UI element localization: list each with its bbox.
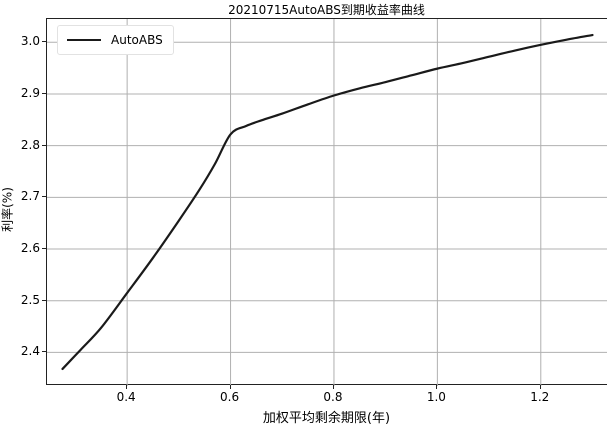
x-axis-label: 加权平均剩余期限(年): [262, 411, 391, 426]
chart-legend[interactable]: AutoABS: [57, 25, 174, 55]
y-tick-mark: [42, 92, 46, 94]
y-tick-label: 2.5: [20, 292, 40, 307]
x-tick-mark: [332, 385, 334, 389]
legend-line-swatch: [67, 39, 101, 41]
y-tick-label: 2.9: [20, 85, 40, 100]
y-tick-mark: [42, 41, 46, 43]
grid-lines: [47, 19, 607, 386]
x-tick-mark: [539, 385, 541, 389]
data-series-group: [61, 33, 594, 371]
y-tick-label: 3.0: [20, 34, 40, 49]
y-tick-mark: [42, 351, 46, 353]
chart-title: 20210715AutoABS到期收益率曲线: [228, 3, 425, 17]
x-tick-mark: [229, 385, 231, 389]
y-tick-mark: [42, 144, 46, 146]
series-line-autoabs: [61, 33, 594, 371]
x-tick-label: 1.0: [426, 390, 446, 404]
x-tick-label: 0.8: [323, 390, 343, 404]
x-tick-label: 0.4: [116, 390, 136, 404]
y-tick-mark: [42, 248, 46, 250]
y-tick-label: 2.6: [20, 241, 40, 256]
x-tick-label: 1.2: [530, 390, 550, 404]
plot-area: AutoABS: [46, 18, 607, 386]
y-tick-label: 2.8: [20, 137, 40, 152]
chart-plot-svg: [47, 19, 607, 386]
y-tick-mark: [42, 196, 46, 198]
x-tick-label: 0.6: [220, 390, 240, 404]
x-tick-mark: [126, 385, 128, 389]
y-tick-label: 2.7: [20, 189, 40, 204]
x-tick-mark: [436, 385, 438, 389]
y-tick-label: 2.4: [20, 344, 40, 359]
legend-item-label: AutoABS: [111, 33, 163, 47]
y-tick-mark: [42, 299, 46, 301]
